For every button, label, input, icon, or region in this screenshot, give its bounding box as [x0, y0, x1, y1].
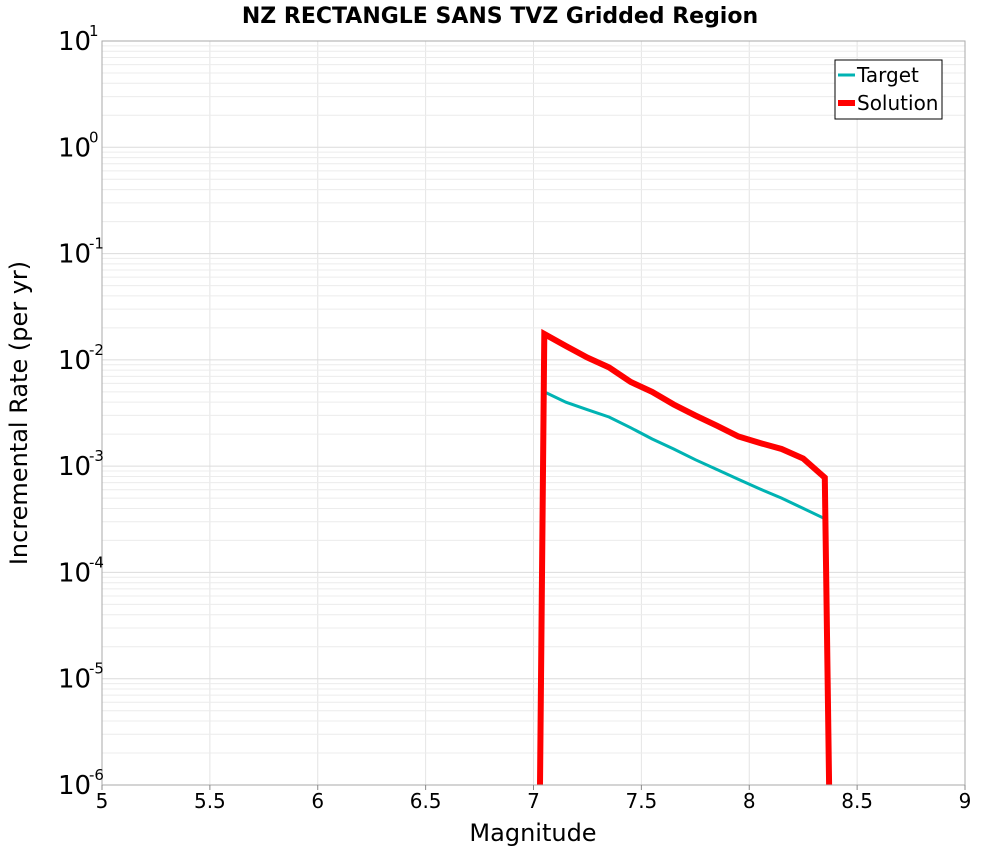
- series-line-target: [543, 390, 826, 521]
- legend-label-solution: Solution: [857, 91, 938, 115]
- x-tick-label: 5.5: [194, 789, 226, 813]
- y-tick-label: 10: [58, 771, 91, 801]
- x-tick-label: 7.5: [625, 789, 657, 813]
- grid: [101, 41, 966, 786]
- y-tick-label: 10: [58, 452, 91, 482]
- chart-title: NZ RECTANGLE SANS TVZ Gridded Region: [242, 4, 758, 29]
- y-tick-label: 10: [58, 665, 91, 695]
- y-tick-exponent: -5: [89, 660, 104, 678]
- y-tick-label: 10: [58, 133, 91, 163]
- y-tick-label: 10: [58, 558, 91, 588]
- legend: Target Solution: [834, 59, 943, 120]
- x-tick-label: 8.5: [841, 789, 873, 813]
- y-tick-exponent: -2: [89, 341, 104, 359]
- y-axis-label: Incremental Rate (per yr): [5, 261, 33, 565]
- y-tick-label: 10: [58, 240, 91, 270]
- y-tick-exponent: -3: [89, 447, 104, 465]
- y-tick-exponent: 1: [89, 22, 99, 40]
- legend-box: [834, 59, 943, 120]
- x-axis-ticks: 5 5.5 6 6.5 7 7.5 8 8.5 9: [96, 785, 972, 813]
- y-tick-exponent: 0: [89, 128, 99, 146]
- x-tick-label: 7: [527, 789, 540, 813]
- x-tick-label: 6.5: [410, 789, 442, 813]
- series-line-solution: [537, 328, 833, 786]
- y-tick-exponent: -1: [89, 235, 104, 253]
- y-tick-exponent: -6: [89, 766, 104, 784]
- x-tick-label: 6: [311, 789, 324, 813]
- x-tick-label: 9: [959, 789, 972, 813]
- y-tick-exponent: -4: [89, 553, 104, 571]
- legend-label-target: Target: [856, 63, 919, 87]
- x-tick-label: 5: [96, 789, 109, 813]
- x-tick-label: 8: [743, 789, 756, 813]
- y-tick-label: 10: [58, 346, 91, 376]
- x-axis-label: Magnitude: [469, 819, 596, 847]
- y-tick-label: 10: [58, 27, 91, 57]
